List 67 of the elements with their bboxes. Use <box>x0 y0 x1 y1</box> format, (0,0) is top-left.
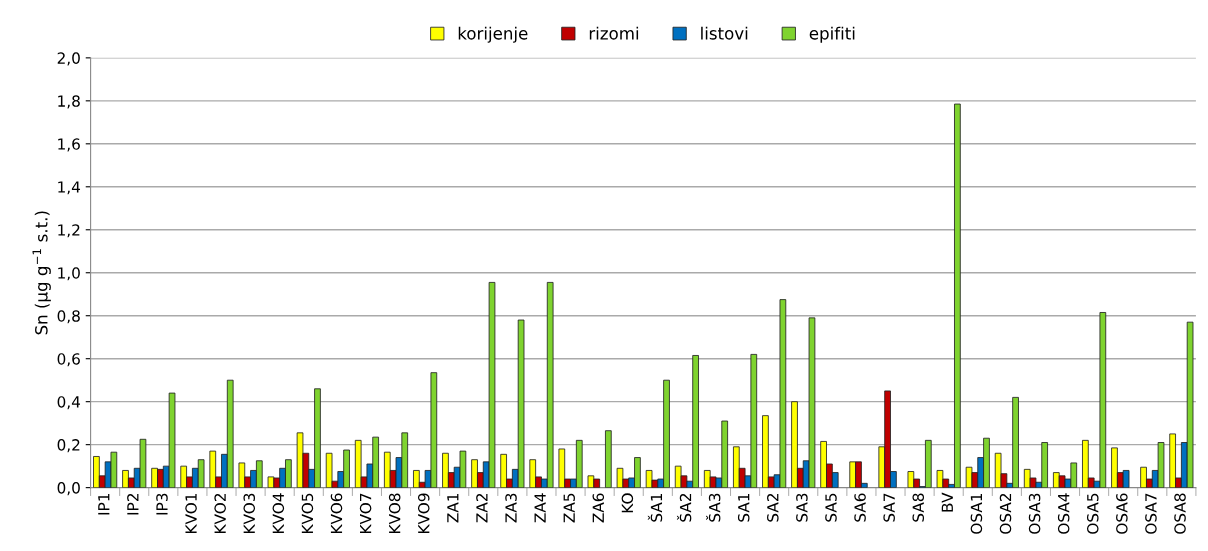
bar <box>383 451 391 488</box>
bar <box>267 476 275 488</box>
x-tick-label: KVO3 <box>243 493 256 533</box>
x-tick-label: ŠA2 <box>676 494 692 522</box>
y-tick-label: 1,8 <box>58 95 80 109</box>
bar <box>209 450 217 488</box>
x-tick-label: ZA6 <box>592 493 605 523</box>
x-tick-label: ZA1 <box>447 493 459 523</box>
x-tick-label: OSA6 <box>1116 493 1128 534</box>
bar <box>965 466 973 488</box>
bar <box>413 470 420 488</box>
legend-label: listovi <box>701 26 748 40</box>
y-tick-label: 0,0 <box>57 482 80 496</box>
x-tick-label: ŠA3 <box>706 493 721 522</box>
x-tick-label: SA5 <box>825 493 837 522</box>
x-tick-label: ZA2 <box>476 494 488 523</box>
x-tick-label: SA6 <box>854 493 866 522</box>
x-tick-label: KVO2 <box>214 494 226 533</box>
bar <box>354 439 362 488</box>
bar <box>616 467 624 488</box>
bar <box>605 430 612 488</box>
x-tick-label: OSA8 <box>1174 493 1186 534</box>
legend-label: rizomi <box>589 26 639 40</box>
bar <box>93 456 100 488</box>
x-tick-label: IP1 <box>98 493 110 515</box>
x-tick-label: OSA7 <box>1145 493 1157 534</box>
y-tick-label: 0,4 <box>57 396 81 410</box>
y-tick-label: 1,2 <box>58 224 80 238</box>
legend-label: korijenje <box>458 26 528 43</box>
x-tick-label: ŠA1 <box>647 493 663 522</box>
x-tick-label: OSA1 <box>970 493 983 534</box>
x-tick-label: SA1 <box>737 493 750 522</box>
x-tick-label: ZA3 <box>505 493 517 523</box>
x-tick-label: KVO1 <box>185 493 197 533</box>
bar <box>238 462 246 488</box>
y-tick-label: 1,4 <box>58 181 81 195</box>
x-tick-label: KVO9 <box>417 493 430 533</box>
x-tick-label: SA3 <box>796 493 808 522</box>
x-tick-label: KVO4 <box>272 493 285 533</box>
y-tick-label: 2,0 <box>57 52 80 66</box>
x-tick-label: SA2 <box>767 494 779 522</box>
x-tick-label: OSA2 <box>999 494 1012 534</box>
x-tick-label: OSA3 <box>1028 493 1041 534</box>
x-tick-label: OSA5 <box>1086 493 1099 534</box>
x-tick-label: KVO6 <box>330 493 343 533</box>
x-tick-label: KVO7 <box>359 493 372 533</box>
bar <box>325 452 333 488</box>
x-tick-label: OSA4 <box>1057 493 1070 534</box>
x-tick-label: KO <box>621 493 634 513</box>
x-tick-label: KVO8 <box>388 493 401 533</box>
y-tick-label: 1,0 <box>58 267 80 281</box>
y-tick-label: 1,6 <box>58 138 80 152</box>
bar <box>558 448 566 488</box>
x-tick-label: BV <box>941 492 953 512</box>
x-tick-label: SA7 <box>883 493 895 522</box>
x-tick-label: IP2 <box>127 494 139 515</box>
x-tick-label: KVO5 <box>301 493 314 533</box>
bar <box>180 465 188 488</box>
y-tick-label: 0,6 <box>57 353 80 367</box>
x-tick-label: ZA4 <box>534 493 546 523</box>
y-axis-title: Sn (µg g$^{−1}$ s.t.) <box>32 211 51 335</box>
x-tick-label: SA8 <box>912 493 925 522</box>
x-tick-label: ZA5 <box>563 493 575 523</box>
y-tick-label: 0,8 <box>57 310 80 324</box>
y-tick-label: 0,2 <box>57 439 80 453</box>
legend-label: epifiti <box>809 26 855 43</box>
x-tick-label: IP3 <box>156 493 168 515</box>
